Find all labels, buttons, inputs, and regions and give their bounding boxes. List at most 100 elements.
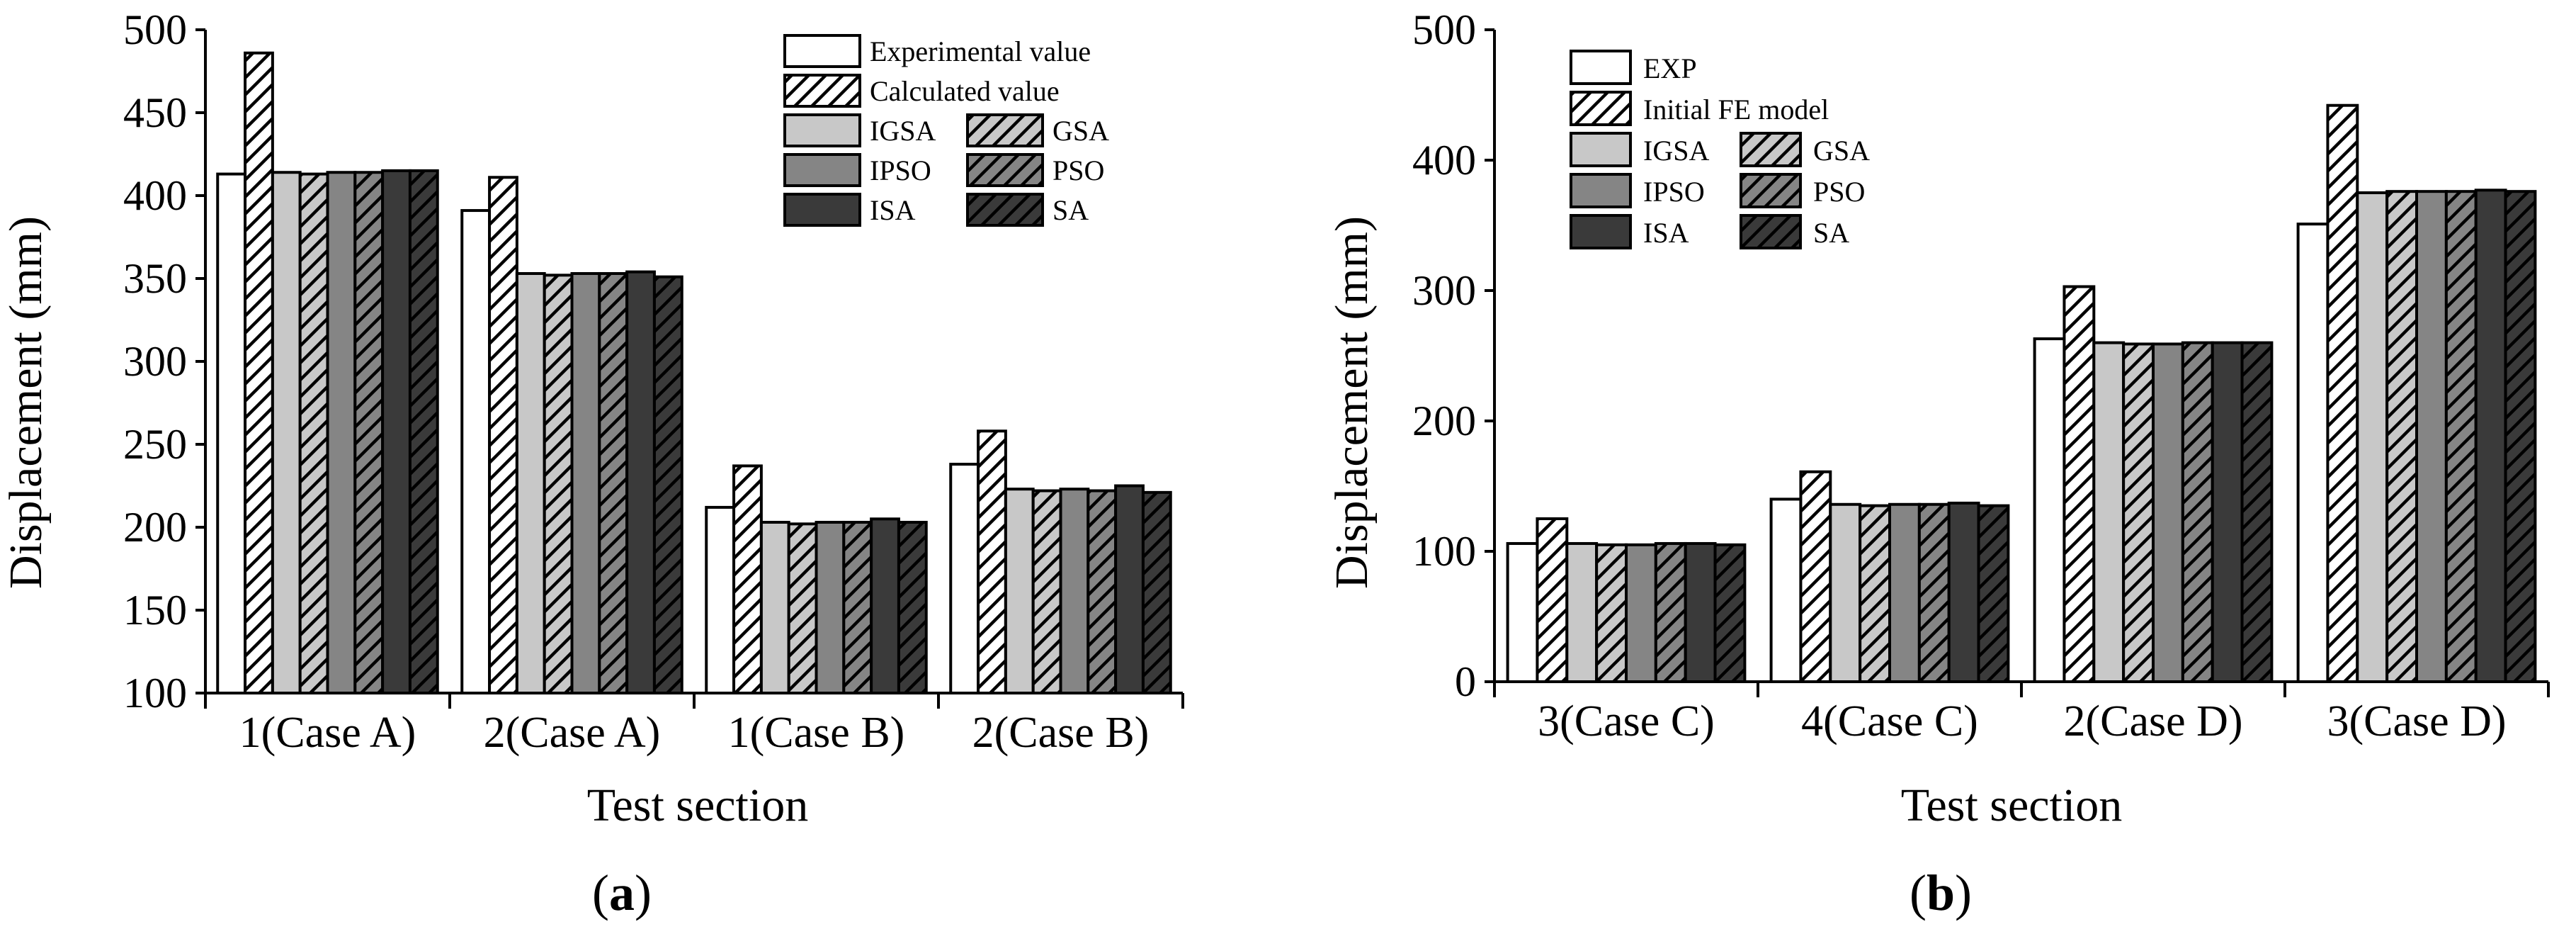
chart-a-bar-calculated-value-1-case-b [732,464,763,694]
chart-b-xlabel: Test section [1901,780,2122,831]
chart-b-legend-swatch-exp [1570,50,1632,85]
chart-b-bar-sa-4-case-c [1977,504,2010,683]
chart-a-legend-label-experimental-value: Experimental value [870,35,1091,67]
chart-b-bar-igsa-3-case-c [1565,541,1599,684]
chart-a-bar-isa-1-case-b [870,517,900,694]
chart-b-ylabel: Displacement (mm) [1326,216,1378,589]
chart-a-legend-label-sa: SA [1052,194,1089,226]
chart-b-legend-label-gsa: GSA [1813,135,1870,167]
chart-a-bar-igsa-1-case-a [271,171,302,695]
chart-b-panel-label: (b) [1910,865,1972,921]
chart-a-ytick-450: 450 [123,89,187,136]
chart-b-legend-swatch-initial-fe-model [1570,91,1632,126]
chart-a-bar-ipso-1-case-b [815,520,846,694]
chart-b-ytick-0: 0 [1455,658,1476,705]
chart-a-bar-calculated-value-1-case-a [244,51,274,694]
chart-a-panel-label: (a) [592,865,652,921]
chart-b-bar-ipso-3-case-c [1625,543,1657,683]
chart-b-bar-gsa-2-case-d [2122,342,2155,683]
chart-a-ytick-250: 250 [123,421,187,468]
chart-b-bar-initial-fe-model-3-case-d [2326,103,2359,684]
chart-b-legend-label-igsa: IGSA [1643,135,1709,167]
chart-a-bar-ipso-2-case-b [1059,488,1090,694]
chart-b-plot-area: 0 100 200 300 400 500 3(Case C) 4(Case C) 2(Case… [1412,6,2550,745]
chart-b-category-2-case-d: 2(Case D) [2063,697,2242,745]
chart-b-bar-pso-4-case-c [1917,502,1951,684]
chart-b-bar-isa-4-case-c [1947,501,1980,683]
chart-b-legend-swatch-igsa [1570,132,1632,167]
chart-a-legend-swatch-ipso [783,153,861,187]
chart-b-legend-swatch-ipso [1570,173,1632,208]
chart-a-bar-ipso-2-case-a [570,271,601,695]
chart-b-category-3-case-d: 3(Case D) [2327,697,2506,745]
chart-b-bar-gsa-3-case-d [2385,190,2418,684]
chart-a-bar-calculated-value-2-case-b [977,429,1007,695]
chart-a-legend-swatch-gsa [966,113,1044,147]
chart-b-bar-ipso-2-case-d [2152,342,2184,683]
chart-b-bar-pso-3-case-d [2444,190,2478,684]
chart-b-bar-exp-2-case-d [2033,337,2066,683]
chart-b-bar-isa-3-case-d [2474,189,2507,683]
chart-a-bar-igsa-2-case-a [515,271,546,695]
chart-b-legend-label-ipso: IPSO [1643,176,1705,208]
chart-a-ytick-350: 350 [123,255,187,302]
chart-b-legend-swatch-gsa [1740,132,1802,167]
chart-b-bar-sa-2-case-d [2240,341,2274,683]
chart-a-legend-swatch-calculated-value [783,74,861,108]
chart-a-bar-experimental-value-2-case-b [949,463,980,695]
chart-b-legend-label-sa: SA [1813,217,1849,249]
chart-a-bar-sa-1-case-a [408,169,439,694]
chart-a-xlabel: Test section [587,780,808,831]
chart-b-category-3-case-c: 3(Case C) [1538,697,1715,745]
chart-a-bar-gsa-2-case-b [1031,489,1062,695]
chart-a-category-1-case-b: 1(Case B) [728,709,905,757]
chart-a-ytick-150: 150 [123,587,187,634]
chart-a-bar-pso-2-case-a [598,271,629,695]
chart-a-category-2-case-a: 2(Case A) [484,709,661,757]
chart-b: 0 100 200 300 400 500 3(Case C) 4(Case C) 2(Case… [1326,6,2550,921]
chart-b-bar-isa-2-case-d [2211,341,2244,683]
chart-b-bar-ipso-3-case-d [2415,190,2448,684]
chart-a-legend-swatch-isa [783,193,861,227]
chart-a-legend-swatch-pso [966,153,1044,187]
chart-a-ytick-200: 200 [123,504,187,551]
chart-b-bar-exp-3-case-d [2296,223,2330,684]
chart-a-legend-label-ipso: IPSO [870,154,931,186]
chart-b-ytick-400: 400 [1412,137,1476,184]
chart-a-bar-ipso-1-case-a [326,171,357,695]
chart-a-bar-igsa-1-case-b [759,520,790,694]
chart-b-ytick-300: 300 [1412,267,1476,314]
chart-a-category-2-case-b: 2(Case B) [972,709,1150,757]
chart-b-legend-swatch-pso [1740,173,1802,208]
chart-a-bar-isa-2-case-b [1114,484,1145,694]
chart-a-bar-pso-1-case-b [842,520,873,694]
chart-b-bar-sa-3-case-c [1713,543,1747,683]
chart-a-ytick-100: 100 [123,670,187,716]
chart-b-bar-sa-3-case-d [2504,190,2537,684]
chart-b-bar-gsa-3-case-c [1595,543,1628,683]
chart-b-bar-exp-4-case-c [1769,497,1803,684]
chart-b-legend: EXP Initial FE model IGSA GSA IPSO PSO ISA SA [1570,50,1870,249]
chart-a-legend-label-gsa: GSA [1052,115,1109,147]
chart-a-legend-label-igsa: IGSA [870,115,936,147]
chart-b-bar-igsa-3-case-d [2356,191,2389,683]
chart-b-bar-initial-fe-model-3-case-c [1536,517,1569,683]
chart-b-bar-exp-3-case-c [1506,541,1539,684]
chart-b-bar-initial-fe-model-4-case-c [1799,470,1832,683]
chart-b-bar-igsa-2-case-d [2092,341,2126,683]
chart-b-bar-pso-3-case-c [1654,541,1687,684]
chart-b-bar-gsa-4-case-c [1859,504,1891,683]
chart-a-bar-pso-1-case-a [353,171,385,695]
chart-a-bar-pso-2-case-b [1086,489,1118,695]
chart-a-legend-label-isa: ISA [870,194,916,226]
chart-a: 100 150 200 250 300 350 400 450 500 1(Case A) 2(Ca… [0,6,1184,921]
chart-a-bar-igsa-2-case-b [1004,488,1035,694]
chart-a-legend-swatch-igsa [783,113,861,147]
chart-a-bar-sa-1-case-b [897,520,928,694]
chart-b-legend-swatch-isa [1570,214,1632,249]
chart-b-legend-label-exp: EXP [1643,52,1697,84]
chart-a-bar-gsa-1-case-a [298,172,329,694]
chart-a-legend: Experimental value Calculated value IGSA GS… [783,34,1109,227]
chart-b-bar-igsa-4-case-c [1829,502,1862,684]
